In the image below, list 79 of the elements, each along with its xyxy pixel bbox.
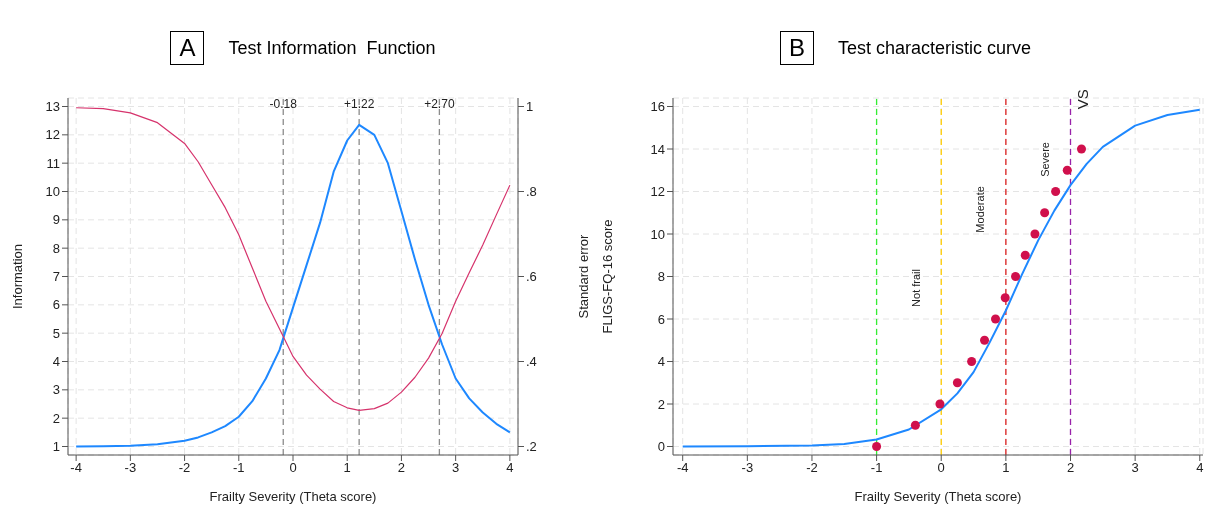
y-tick-label: 9 bbox=[52, 212, 60, 228]
ref-line-label: +2.70 bbox=[424, 97, 455, 111]
point bbox=[935, 399, 945, 409]
x-tick-label: -1 bbox=[233, 460, 245, 476]
y-tick-label: 6 bbox=[657, 311, 665, 327]
x-tick-label: 2 bbox=[397, 460, 406, 476]
y-tick-label: 12 bbox=[650, 184, 665, 200]
y-tick-label: 10 bbox=[650, 226, 665, 242]
point bbox=[1076, 144, 1086, 154]
x-tick-label: 3 bbox=[1131, 460, 1139, 476]
ref-line-label: Severe bbox=[1038, 141, 1051, 177]
y-tick-label: 14 bbox=[650, 141, 665, 157]
y-tick-label: 12 bbox=[45, 127, 60, 143]
x-tick-label: 1 bbox=[343, 460, 351, 476]
y-tick-label: 4 bbox=[657, 354, 665, 370]
x-tick-label: -4 bbox=[676, 460, 689, 476]
y2-tick-label: .2 bbox=[526, 439, 537, 455]
line-series bbox=[681, 108, 1201, 448]
y-tick-label: 16 bbox=[650, 99, 665, 115]
y-tick-label: 3 bbox=[52, 382, 60, 398]
text: B bbox=[779, 31, 814, 65]
y-axis-title: FLIGS-FQ-16 score bbox=[599, 219, 615, 334]
text: A bbox=[170, 31, 205, 65]
y-tick-label: 10 bbox=[45, 184, 60, 200]
x-tick-label: 0 bbox=[937, 460, 945, 476]
ref-line-label: +1.22 bbox=[343, 97, 375, 111]
y-tick-label: 11 bbox=[46, 155, 60, 171]
x-tick-label: -2 bbox=[806, 460, 818, 476]
x-axis-title: Frailty Severity (Theta score) bbox=[209, 489, 377, 504]
line-series bbox=[75, 107, 511, 411]
point bbox=[1030, 229, 1040, 239]
x-tick-label: -3 bbox=[741, 460, 754, 476]
chart-title: Test characteristic curve bbox=[837, 37, 1032, 59]
y-tick-label: 8 bbox=[657, 269, 665, 285]
y-tick-label: 1 bbox=[52, 439, 60, 455]
point bbox=[991, 314, 1001, 324]
x-tick-label: -4 bbox=[70, 460, 82, 476]
y-tick-label: 7 bbox=[52, 269, 60, 285]
point bbox=[1020, 250, 1030, 260]
y2-tick-label: 1 bbox=[526, 99, 534, 115]
y-tick-label: 13 bbox=[45, 99, 60, 115]
y2-tick-label: .4 bbox=[526, 354, 537, 370]
ref-line-label: VS bbox=[1074, 89, 1092, 110]
y-tick-label: 6 bbox=[52, 297, 60, 313]
y-tick-label: 0 bbox=[657, 439, 665, 455]
point bbox=[1011, 271, 1021, 282]
point bbox=[952, 378, 962, 388]
point bbox=[1062, 165, 1072, 175]
y2-tick-label: .8 bbox=[526, 184, 537, 200]
x-tick-label: -1 bbox=[870, 460, 883, 476]
x-axis-title: Frailty Severity (Theta score) bbox=[854, 489, 1022, 504]
point bbox=[1040, 208, 1050, 218]
x-tick-label: 4 bbox=[506, 460, 514, 476]
y-tick-label: 2 bbox=[657, 396, 665, 412]
y-tick-label: 8 bbox=[52, 240, 60, 256]
y-tick-label: 4 bbox=[52, 354, 60, 370]
x-tick-label: 3 bbox=[452, 460, 460, 476]
point bbox=[1000, 293, 1010, 303]
x-tick-label: 0 bbox=[289, 460, 297, 476]
ref-line-label: -0.18 bbox=[269, 97, 298, 111]
point bbox=[1051, 186, 1061, 197]
x-tick-label: 4 bbox=[1196, 460, 1204, 476]
line-series bbox=[75, 123, 511, 448]
x-tick-label: 2 bbox=[1066, 460, 1075, 476]
point bbox=[872, 441, 882, 452]
y2-tick-label: .6 bbox=[526, 269, 537, 285]
y-axis-title: Information bbox=[9, 243, 25, 310]
chart-title: Test Information Function bbox=[228, 37, 436, 59]
y2-axis-title: Standard error bbox=[575, 233, 591, 319]
point bbox=[967, 356, 977, 367]
x-tick-label: 1 bbox=[1002, 460, 1010, 476]
x-tick-label: -2 bbox=[178, 460, 191, 476]
y-tick-label: 2 bbox=[52, 410, 60, 426]
ref-line-label: Not frail bbox=[909, 268, 922, 307]
x-tick-label: -3 bbox=[124, 460, 137, 476]
y-tick-label: 5 bbox=[52, 325, 60, 341]
point bbox=[910, 420, 920, 430]
ref-line-label: Moderate bbox=[974, 186, 987, 233]
point bbox=[980, 335, 990, 345]
